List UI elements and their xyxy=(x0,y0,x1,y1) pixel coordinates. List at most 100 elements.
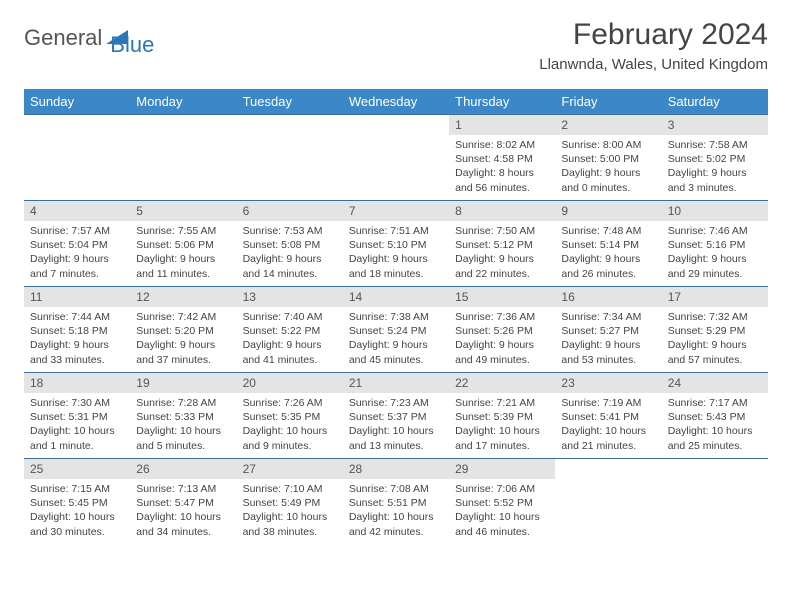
day-detail-line: Daylight: 10 hours xyxy=(349,424,443,438)
day-details: Sunrise: 7:42 AMSunset: 5:20 PMDaylight:… xyxy=(130,307,236,370)
weekday-header: Thursday xyxy=(449,89,555,115)
day-detail-line: and 9 minutes. xyxy=(243,439,337,453)
calendar-cell: 14Sunrise: 7:38 AMSunset: 5:24 PMDayligh… xyxy=(343,287,449,373)
day-details: Sunrise: 7:36 AMSunset: 5:26 PMDaylight:… xyxy=(449,307,555,370)
day-details: Sunrise: 8:02 AMSunset: 4:58 PMDaylight:… xyxy=(449,135,555,198)
title-block: February 2024 Llanwnda, Wales, United Ki… xyxy=(539,18,768,73)
day-detail-line: and 7 minutes. xyxy=(30,267,124,281)
weekday-header: Tuesday xyxy=(237,89,343,115)
day-detail-line: Daylight: 9 hours xyxy=(243,252,337,266)
day-detail-line: Daylight: 9 hours xyxy=(668,338,762,352)
day-detail-line: Daylight: 9 hours xyxy=(561,252,655,266)
day-detail-line: Sunset: 5:04 PM xyxy=(30,238,124,252)
calendar-cell: 3Sunrise: 7:58 AMSunset: 5:02 PMDaylight… xyxy=(662,115,768,201)
day-details: Sunrise: 7:32 AMSunset: 5:29 PMDaylight:… xyxy=(662,307,768,370)
day-number: 21 xyxy=(343,373,449,393)
day-detail-line: Sunset: 5:41 PM xyxy=(561,410,655,424)
day-details: Sunrise: 7:46 AMSunset: 5:16 PMDaylight:… xyxy=(662,221,768,284)
weekday-header: Sunday xyxy=(24,89,130,115)
day-detail-line: Sunset: 5:06 PM xyxy=(136,238,230,252)
day-detail-line: and 13 minutes. xyxy=(349,439,443,453)
day-detail-line: and 56 minutes. xyxy=(455,181,549,195)
calendar-cell: 11Sunrise: 7:44 AMSunset: 5:18 PMDayligh… xyxy=(24,287,130,373)
calendar-cell: 8Sunrise: 7:50 AMSunset: 5:12 PMDaylight… xyxy=(449,201,555,287)
day-detail-line: Sunset: 5:02 PM xyxy=(668,152,762,166)
calendar-cell: . xyxy=(343,115,449,201)
day-detail-line: Sunset: 4:58 PM xyxy=(455,152,549,166)
calendar-cell: 13Sunrise: 7:40 AMSunset: 5:22 PMDayligh… xyxy=(237,287,343,373)
calendar-cell: 28Sunrise: 7:08 AMSunset: 5:51 PMDayligh… xyxy=(343,459,449,545)
day-detail-line: Sunset: 5:33 PM xyxy=(136,410,230,424)
weekday-header: Saturday xyxy=(662,89,768,115)
day-detail-line: Sunset: 5:27 PM xyxy=(561,324,655,338)
day-number: 18 xyxy=(24,373,130,393)
day-detail-line: and 25 minutes. xyxy=(668,439,762,453)
day-detail-line: Sunrise: 7:51 AM xyxy=(349,224,443,238)
day-details: Sunrise: 7:51 AMSunset: 5:10 PMDaylight:… xyxy=(343,221,449,284)
calendar-week-row: 18Sunrise: 7:30 AMSunset: 5:31 PMDayligh… xyxy=(24,373,768,459)
day-number: 22 xyxy=(449,373,555,393)
day-number: 20 xyxy=(237,373,343,393)
day-detail-line: Daylight: 9 hours xyxy=(668,166,762,180)
calendar-cell: 17Sunrise: 7:32 AMSunset: 5:29 PMDayligh… xyxy=(662,287,768,373)
day-detail-line: Sunrise: 7:40 AM xyxy=(243,310,337,324)
day-detail-line: Sunset: 5:51 PM xyxy=(349,496,443,510)
day-detail-line: and 22 minutes. xyxy=(455,267,549,281)
day-detail-line: and 14 minutes. xyxy=(243,267,337,281)
day-detail-line: and 0 minutes. xyxy=(561,181,655,195)
calendar-cell: 27Sunrise: 7:10 AMSunset: 5:49 PMDayligh… xyxy=(237,459,343,545)
day-detail-line: Sunrise: 7:32 AM xyxy=(668,310,762,324)
calendar-cell: 10Sunrise: 7:46 AMSunset: 5:16 PMDayligh… xyxy=(662,201,768,287)
day-details: Sunrise: 7:30 AMSunset: 5:31 PMDaylight:… xyxy=(24,393,130,456)
day-detail-line: Sunset: 5:10 PM xyxy=(349,238,443,252)
day-detail-line: Daylight: 10 hours xyxy=(243,424,337,438)
day-detail-line: Sunset: 5:31 PM xyxy=(30,410,124,424)
day-detail-line: Daylight: 9 hours xyxy=(349,252,443,266)
day-detail-line: and 49 minutes. xyxy=(455,353,549,367)
day-detail-line: Sunrise: 7:57 AM xyxy=(30,224,124,238)
calendar-cell: 5Sunrise: 7:55 AMSunset: 5:06 PMDaylight… xyxy=(130,201,236,287)
day-details: Sunrise: 7:55 AMSunset: 5:06 PMDaylight:… xyxy=(130,221,236,284)
day-detail-line: Sunrise: 7:10 AM xyxy=(243,482,337,496)
logo: General Blue xyxy=(24,18,154,58)
calendar-cell: 7Sunrise: 7:51 AMSunset: 5:10 PMDaylight… xyxy=(343,201,449,287)
day-detail-line: Sunset: 5:22 PM xyxy=(243,324,337,338)
day-detail-line: Sunset: 5:45 PM xyxy=(30,496,124,510)
calendar-cell: 23Sunrise: 7:19 AMSunset: 5:41 PMDayligh… xyxy=(555,373,661,459)
day-details: Sunrise: 7:08 AMSunset: 5:51 PMDaylight:… xyxy=(343,479,449,542)
calendar-week-row: 11Sunrise: 7:44 AMSunset: 5:18 PMDayligh… xyxy=(24,287,768,373)
day-detail-line: Daylight: 10 hours xyxy=(455,424,549,438)
day-detail-line: Sunset: 5:12 PM xyxy=(455,238,549,252)
day-details: Sunrise: 7:17 AMSunset: 5:43 PMDaylight:… xyxy=(662,393,768,456)
day-detail-line: Sunrise: 7:50 AM xyxy=(455,224,549,238)
day-detail-line: Sunset: 5:08 PM xyxy=(243,238,337,252)
day-detail-line: Sunrise: 7:19 AM xyxy=(561,396,655,410)
day-detail-line: and 57 minutes. xyxy=(668,353,762,367)
day-detail-line: Sunrise: 7:13 AM xyxy=(136,482,230,496)
day-details: Sunrise: 7:26 AMSunset: 5:35 PMDaylight:… xyxy=(237,393,343,456)
calendar-cell: 20Sunrise: 7:26 AMSunset: 5:35 PMDayligh… xyxy=(237,373,343,459)
day-detail-line: Sunset: 5:39 PM xyxy=(455,410,549,424)
day-detail-line: and 41 minutes. xyxy=(243,353,337,367)
calendar-cell: 12Sunrise: 7:42 AMSunset: 5:20 PMDayligh… xyxy=(130,287,236,373)
calendar-cell: . xyxy=(24,115,130,201)
day-detail-line: Sunset: 5:49 PM xyxy=(243,496,337,510)
day-detail-line: Daylight: 9 hours xyxy=(561,166,655,180)
calendar-week-row: ....1Sunrise: 8:02 AMSunset: 4:58 PMDayl… xyxy=(24,115,768,201)
day-number: 9 xyxy=(555,201,661,221)
day-details: Sunrise: 7:57 AMSunset: 5:04 PMDaylight:… xyxy=(24,221,130,284)
day-number: 14 xyxy=(343,287,449,307)
day-number: 11 xyxy=(24,287,130,307)
day-number: 10 xyxy=(662,201,768,221)
day-detail-line: Sunset: 5:16 PM xyxy=(668,238,762,252)
day-detail-line: Sunrise: 7:53 AM xyxy=(243,224,337,238)
day-detail-line: Daylight: 9 hours xyxy=(455,252,549,266)
day-detail-line: Sunrise: 7:38 AM xyxy=(349,310,443,324)
day-detail-line: Sunrise: 7:34 AM xyxy=(561,310,655,324)
day-details: Sunrise: 7:15 AMSunset: 5:45 PMDaylight:… xyxy=(24,479,130,542)
day-detail-line: and 34 minutes. xyxy=(136,525,230,539)
day-details: Sunrise: 8:00 AMSunset: 5:00 PMDaylight:… xyxy=(555,135,661,198)
day-details: Sunrise: 7:10 AMSunset: 5:49 PMDaylight:… xyxy=(237,479,343,542)
calendar-week-row: 25Sunrise: 7:15 AMSunset: 5:45 PMDayligh… xyxy=(24,459,768,545)
logo-text-blue: Blue xyxy=(110,18,154,58)
